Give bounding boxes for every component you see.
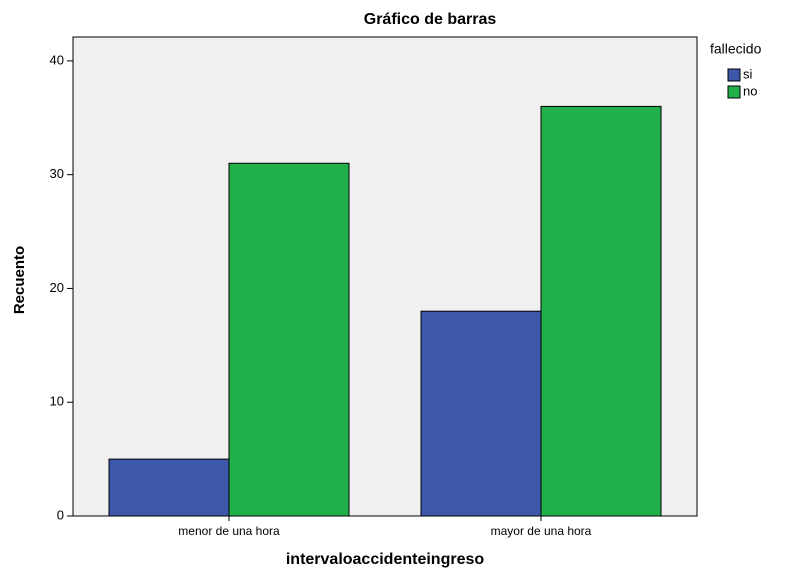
y-axis-label: Recuento — [11, 246, 28, 314]
legend-label: si — [743, 66, 753, 81]
legend-swatch — [727, 68, 741, 82]
bar — [228, 162, 350, 517]
legend-title: fallecido — [710, 41, 762, 57]
x-axis-label: intervaloaccidenteingreso — [286, 551, 485, 568]
bar — [108, 458, 230, 517]
y-tick-label: 40 — [50, 52, 64, 67]
chart-title: Gráfico de barras — [364, 11, 497, 28]
y-tick-label: 30 — [50, 166, 64, 181]
legend-label: no — [743, 83, 757, 98]
y-tick-label: 20 — [50, 280, 64, 295]
bar — [420, 310, 542, 517]
bar — [540, 105, 662, 517]
x-tick-label: mayor de una hora — [491, 524, 592, 538]
x-tick-label: menor de una hora — [178, 524, 280, 538]
y-tick-label: 0 — [57, 507, 64, 522]
y-tick-label: 10 — [50, 394, 64, 409]
legend-swatch — [727, 85, 741, 99]
